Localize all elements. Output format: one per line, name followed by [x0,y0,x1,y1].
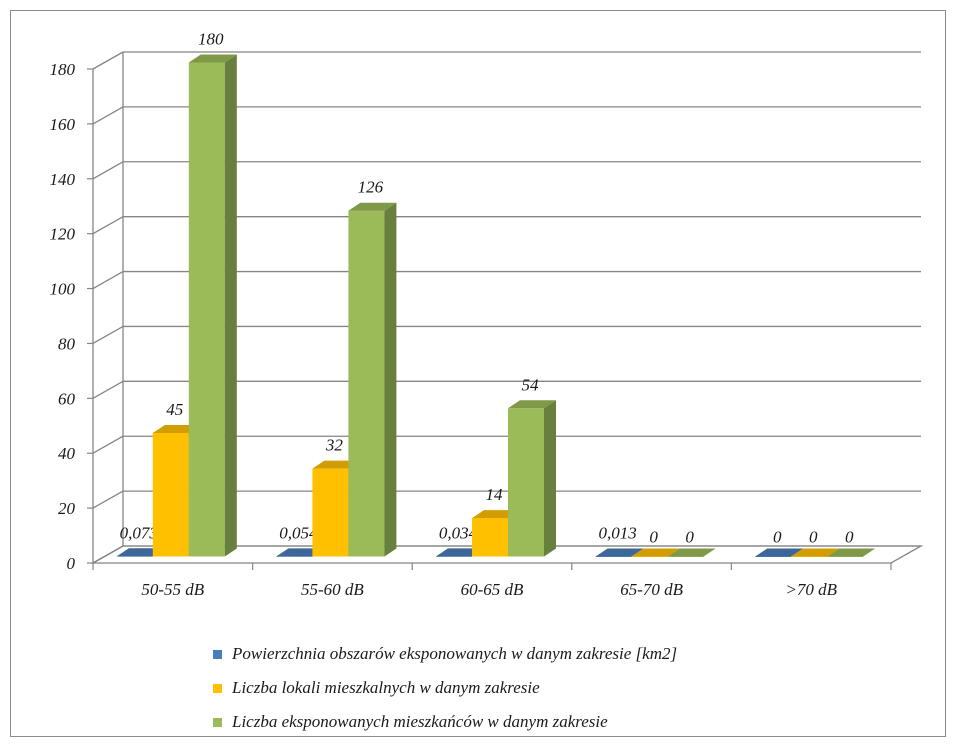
bar-side [631,548,644,557]
bar [827,548,876,557]
data-label: 0 [773,528,782,547]
data-label: 45 [166,400,183,419]
y-tick-label: 20 [58,499,76,518]
y-tick-label: 100 [50,280,76,299]
y-tick-label: 180 [50,60,76,79]
y-tick-label: 40 [58,444,76,463]
legend: Powierzchnia obszarów eksponowanych w da… [213,637,677,739]
side-gridline [92,270,124,290]
side-gridline [92,106,124,125]
y-tick-label: 140 [50,170,76,189]
y-tick-label: 120 [50,225,76,244]
data-label: 0,054 [279,523,318,542]
side-gridline [92,325,124,345]
side-gridline [92,216,124,235]
data-label: 32 [325,436,344,455]
legend-swatch [213,683,222,693]
x-tick-label: 65-70 dB [620,580,683,599]
bar-top [595,548,644,557]
x-tick-label: 60-65 dB [461,580,524,599]
bar-top [188,54,237,63]
bar [188,54,237,557]
bar-top [631,548,680,557]
bar-top [508,400,556,409]
data-label: 0 [809,528,818,547]
bar-front [276,556,313,557]
data-label: 0 [685,528,694,547]
bar-front [152,433,189,557]
data-label: 126 [358,178,384,197]
data-label: 0,073 [120,523,158,542]
legend-swatch [213,717,222,727]
legend-label: Liczba eksponowanych mieszkańców w danym… [232,712,608,731]
bar-top [827,548,876,557]
legend-item: Powierzchnia obszarów eksponowanych w da… [213,637,677,671]
bar-side [224,54,237,557]
bar-top [667,548,716,557]
bar-front [827,556,864,557]
side-gridline [92,490,124,509]
chart-frame: 0 20 40 60 80 100 120 140 160 180 50-55 dB 55-60 dB… [10,10,946,737]
legend-label: Powierzchnia obszarów eksponowanych w da… [232,644,678,663]
legend-swatch [213,649,222,659]
data-label: 0 [649,528,658,547]
y-tick-label: 0 [67,554,76,573]
data-label: 54 [522,375,540,394]
bar-front [116,556,153,557]
legend-item: Liczba lokali mieszkalnych w danym zakre… [213,671,677,705]
bar-front [188,62,225,557]
bar-front [595,556,632,557]
bar [791,548,840,557]
side-gridline [92,380,124,399]
x-tick-label: >70 dB [785,580,837,599]
x-tick-label: 55-60 dB [301,580,364,599]
legend-item: Liczba eksponowanych mieszkańców w danym… [213,705,677,739]
bar-front [667,556,704,557]
data-label: 180 [198,30,224,49]
y-tick-label: 160 [50,115,76,134]
bar-top [755,548,804,557]
bar-front [631,556,668,557]
data-label: 14 [486,485,504,504]
bar-front [472,518,508,557]
bar-top [348,202,397,211]
data-label: 0,034 [439,523,478,542]
side-gridline [92,51,124,70]
data-label: 0 [845,528,854,547]
legend-label: Liczba lokali mieszkalnych w danym zakre… [232,678,540,697]
bar [508,400,556,557]
bar [348,202,397,557]
bar-side [544,400,556,557]
bar-side [384,202,397,557]
bar [667,548,716,557]
bar-front [312,468,349,557]
bar-front [791,556,828,557]
y-tick-label: 80 [58,334,76,353]
bar-top [791,548,840,557]
bar-front [348,210,385,557]
bar-front [508,408,544,557]
chart-floor [90,545,924,564]
side-gridline [92,161,124,180]
bar-front [755,556,792,557]
bar [631,548,680,557]
x-tick-label: 50-55 dB [141,580,204,599]
data-label: 0,013 [598,523,636,542]
bar-front [436,556,472,557]
bar [595,548,644,557]
side-gridline [92,435,124,454]
y-tick-label: 60 [58,389,76,408]
bar [755,548,804,557]
